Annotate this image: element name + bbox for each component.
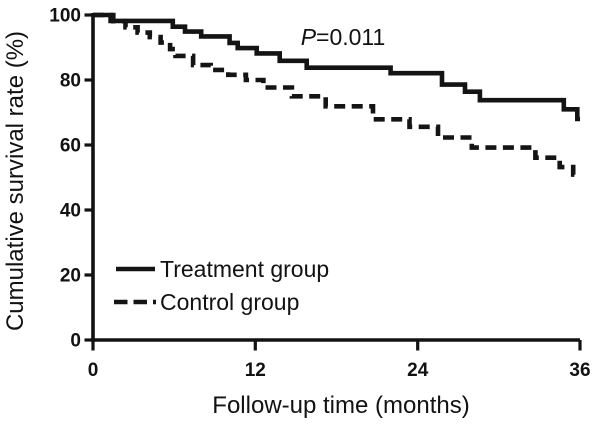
x-tick-label: 0 [88, 360, 99, 381]
control-curve [93, 12, 580, 177]
y-axis-title: Cumulative survival rate (%) [2, 31, 29, 331]
y-tick-label: 60 [60, 136, 81, 157]
treatment-curve [93, 12, 580, 122]
x-tick-label: 12 [245, 360, 266, 381]
axes: 0 20 40 60 80 100 0 12 24 36 [49, 6, 590, 382]
legend: Treatment group Control group [114, 256, 329, 315]
y-tick-label: 20 [60, 266, 81, 287]
legend-label-control: Control group [160, 289, 299, 315]
y-tick-label: 80 [60, 71, 81, 92]
x-axis-title: Follow-up time (months) [212, 392, 469, 419]
x-tick-label: 36 [569, 360, 590, 381]
x-tick-label: 24 [407, 360, 429, 381]
p-value-label: P=0.011 [301, 24, 386, 50]
y-tick-label: 0 [70, 331, 81, 352]
y-tick-label: 100 [49, 6, 81, 27]
curves [93, 12, 580, 177]
y-tick-label: 40 [60, 201, 81, 222]
legend-label-treatment: Treatment group [160, 256, 329, 282]
